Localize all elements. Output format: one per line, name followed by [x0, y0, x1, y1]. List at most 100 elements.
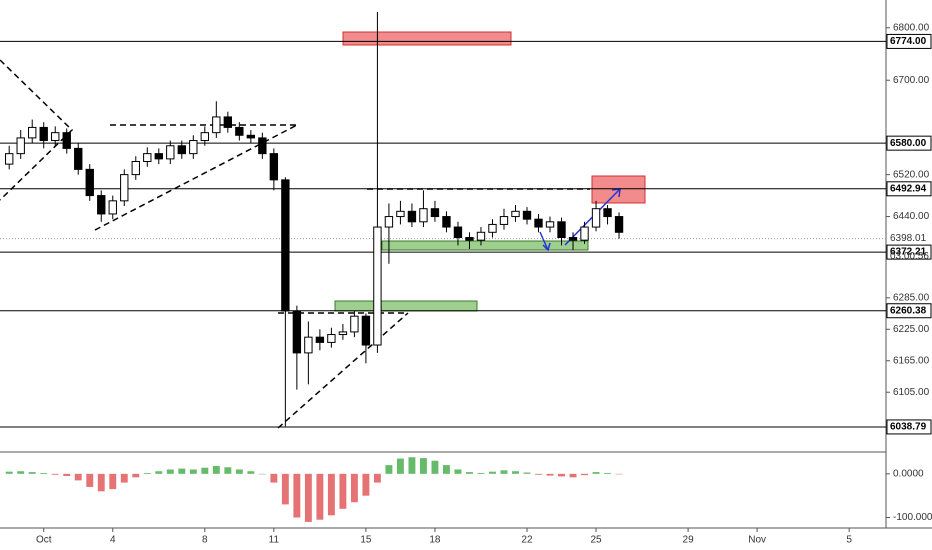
level-label-box	[886, 244, 932, 260]
support-box	[381, 240, 589, 251]
histogram-bar	[224, 467, 232, 474]
histogram-bar	[281, 473, 289, 505]
y-tick-label: 6700.00	[893, 75, 930, 86]
x-tick-label: Oct	[36, 535, 52, 546]
histogram-bar	[604, 472, 611, 474]
candle-body	[212, 116, 221, 134]
candle-body	[108, 200, 117, 215]
histogram-bar	[558, 473, 565, 477]
y-tick-label: 6520.00	[893, 169, 930, 180]
level-label-box	[886, 303, 932, 319]
histogram-bar	[327, 473, 335, 516]
candle-body	[453, 226, 463, 239]
histogram-bar	[569, 473, 577, 478]
candle-body	[143, 153, 152, 163]
candle-body	[258, 137, 267, 155]
candle-body	[591, 208, 601, 228]
histogram-bar	[581, 473, 588, 476]
x-tick-label: 22	[521, 535, 533, 546]
candle-body	[131, 161, 140, 176]
histogram-bar	[362, 473, 370, 496]
countdown: 03:00:56	[890, 251, 929, 262]
level-label: 6260.38	[890, 305, 927, 316]
histogram-bar	[212, 465, 220, 474]
last-price-label: 6398.01	[890, 233, 927, 244]
histogram-bar	[500, 470, 508, 474]
candle-body	[476, 231, 486, 241]
histogram-bar	[339, 473, 347, 509]
triangle-line	[94, 124, 298, 231]
level-label: 6372.21	[890, 247, 927, 258]
candle-body	[534, 218, 543, 228]
histogram-bar	[535, 473, 542, 475]
candle-body	[85, 168, 94, 197]
histogram-bar	[258, 473, 266, 475]
y-tick-label: 6440.00	[893, 211, 930, 222]
candle-body	[235, 126, 244, 136]
histogram-bar	[396, 458, 404, 474]
x-tick-label: 18	[429, 535, 441, 546]
histogram-bar	[235, 469, 243, 474]
candle-body	[200, 132, 209, 142]
histogram-bar	[189, 469, 197, 474]
candle-body	[281, 179, 290, 312]
candle-body	[74, 147, 83, 170]
candle-body	[269, 153, 279, 181]
histogram-bar	[512, 471, 519, 474]
histogram-bar	[304, 473, 312, 522]
x-tick-label: Nov	[748, 535, 766, 546]
histogram-bar	[350, 473, 358, 503]
level-label-box	[886, 135, 932, 151]
x-tick-label: 15	[360, 535, 372, 546]
candle-body	[51, 132, 60, 142]
candle-body	[499, 216, 509, 225]
histogram-bar	[40, 472, 48, 474]
y2-tick-label: -100.0000	[893, 512, 932, 523]
histogram-bar	[86, 473, 94, 487]
candle-body	[315, 336, 325, 343]
x-tick-label: 25	[590, 535, 602, 546]
candle-body	[430, 208, 440, 218]
level-label: 6038.79	[890, 422, 927, 433]
arrow	[539, 231, 549, 251]
candle-body	[580, 226, 589, 241]
histogram-bar	[51, 473, 59, 475]
histogram-bar	[132, 473, 140, 478]
candle-body	[442, 216, 451, 228]
level-label: 6492.94	[890, 183, 927, 194]
histogram-bar	[293, 473, 301, 518]
histogram-bar	[419, 458, 427, 474]
candle-body	[97, 195, 106, 215]
candle-body	[166, 145, 175, 160]
histogram-bar	[17, 471, 25, 474]
candle-body	[223, 116, 233, 128]
histogram-bar	[443, 465, 450, 474]
candle-body	[614, 216, 624, 233]
y-tick-label: 6165.00	[893, 355, 930, 366]
level-label-box	[886, 33, 932, 49]
level-label-box	[886, 181, 932, 197]
candle-body	[465, 237, 474, 241]
candle-body	[373, 226, 382, 346]
candle-body	[28, 126, 37, 139]
histogram-bar	[316, 473, 324, 520]
histogram-bar	[5, 471, 13, 474]
support-box	[334, 300, 478, 312]
histogram-bar	[155, 471, 163, 474]
level-label: 6580.00	[890, 138, 927, 149]
candle-body	[39, 126, 48, 142]
candle-body	[350, 315, 359, 333]
histogram-bar	[270, 473, 278, 483]
histogram-bar	[63, 473, 71, 477]
candle-body	[5, 153, 14, 165]
histogram-bar	[454, 469, 462, 474]
histogram-bar	[373, 473, 381, 483]
triangle-line	[0, 59, 74, 201]
candle-body	[419, 208, 428, 223]
x-tick-label: 29	[683, 535, 695, 546]
level-label-box	[886, 419, 932, 435]
candle-body	[488, 223, 497, 233]
histogram-bar	[466, 472, 473, 474]
histogram-bar	[489, 471, 496, 474]
